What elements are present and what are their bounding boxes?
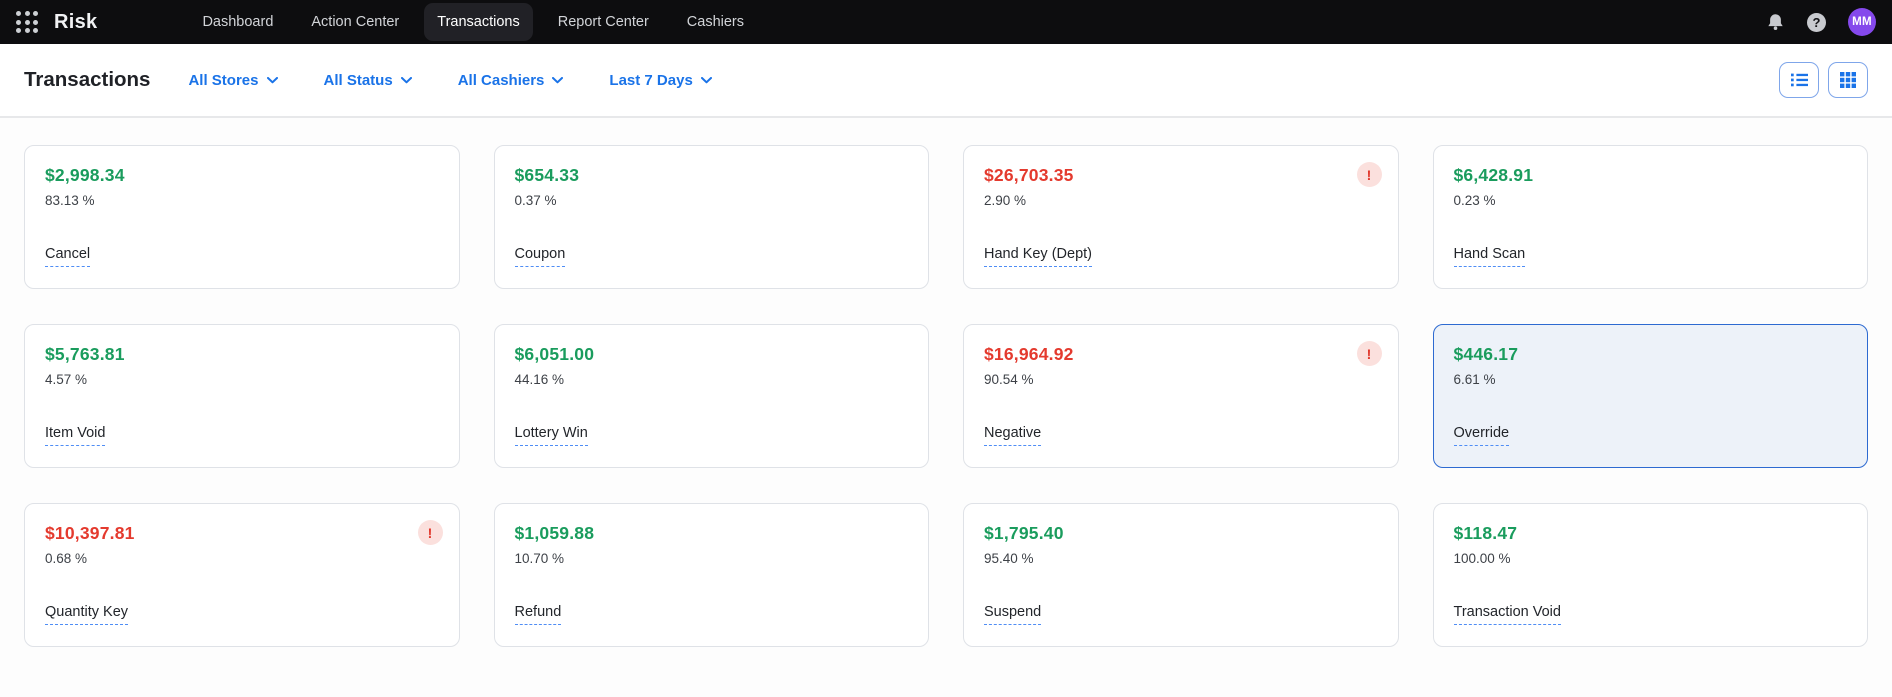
card-label[interactable]: Transaction Void xyxy=(1453,603,1561,625)
chevron-down-icon xyxy=(400,76,412,83)
card-refund[interactable]: $1,059.88 10.70 % Refund xyxy=(493,503,929,647)
nav-item-cashiers[interactable]: Cashiers xyxy=(686,14,745,30)
card-amount: $6,428.91 xyxy=(1453,165,1534,185)
card-label[interactable]: Item Void xyxy=(45,424,106,446)
card-amount: $6,051.00 xyxy=(514,344,595,364)
list-view-icon xyxy=(1790,73,1808,87)
card-label[interactable]: Quantity Key xyxy=(45,603,129,625)
card-percent: 95.40 % xyxy=(984,551,1034,566)
filter-label: All Cashiers xyxy=(457,71,545,89)
card-label[interactable]: Negative xyxy=(984,424,1042,446)
card-amount: $1,795.40 xyxy=(984,523,1064,543)
apps-grid-icon[interactable] xyxy=(12,7,42,37)
nav-item-dashboard[interactable]: Dashboard xyxy=(202,14,274,30)
card-amount: $1,059.88 xyxy=(514,523,595,543)
card-label[interactable]: Cancel xyxy=(45,245,91,267)
card-percent: 2.90 % xyxy=(984,193,1027,208)
card-percent: 10.70 % xyxy=(514,551,565,566)
grid-view-icon xyxy=(1840,72,1856,88)
alert-icon: ! xyxy=(1356,341,1382,366)
main-nav: Dashboard Action Center Transactions Report… xyxy=(189,0,757,44)
card-quantity-key[interactable]: $10,397.81 0.68 % ! Quantity Key xyxy=(24,503,460,647)
filter-dropdown-last-7-days[interactable]: Last 7 Days xyxy=(609,71,712,89)
filter-dropdown-all-cashiers[interactable]: All Cashiers xyxy=(458,72,564,89)
card-percent: 0.37 % xyxy=(514,193,557,208)
page-title: Transactions xyxy=(24,68,151,91)
card-amount: $5,763.81 xyxy=(45,344,125,364)
apps-grid-dots xyxy=(16,11,38,33)
card-amount: $118.47 xyxy=(1453,523,1518,543)
alert-icon: ! xyxy=(417,520,443,545)
card-hand-scan[interactable]: $6,428.91 0.23 % Hand Scan xyxy=(1432,145,1868,289)
top-nav-bar: Risk Dashboard Action Center Transactions R… xyxy=(0,0,1892,44)
card-amount: $26,703.35 xyxy=(984,165,1074,185)
card-amount: $654.33 xyxy=(514,165,580,185)
card-percent: 90.54 % xyxy=(984,372,1034,387)
filter-dropdown-all-stores[interactable]: All Stores xyxy=(188,71,278,89)
card-coupon[interactable]: $654.33 0.37 % Coupon xyxy=(493,145,929,289)
filter-bar: All Stores All Status All Cashiers Last … xyxy=(188,71,712,89)
nav-item-transactions[interactable]: Transactions xyxy=(424,3,533,41)
bell-icon xyxy=(1768,14,1783,31)
transactions-card-grid: $2,998.34 83.13 % Cancel $654.33 0.37 % … xyxy=(24,145,1868,647)
card-label[interactable]: Lottery Win xyxy=(514,424,588,446)
card-label[interactable]: Hand Key (Dept) xyxy=(984,245,1092,267)
card-label[interactable]: Override xyxy=(1453,424,1510,446)
card-percent: 83.13 % xyxy=(45,193,95,208)
card-hand-key-dept[interactable]: $26,703.35 2.90 % ! Hand Key (Dept) xyxy=(963,145,1399,289)
chevron-down-icon xyxy=(266,76,278,83)
card-override[interactable]: $446.17 6.61 % Override xyxy=(1432,324,1868,468)
card-percent: 4.57 % xyxy=(45,372,88,387)
view-toggles xyxy=(1779,62,1868,98)
app-title: Risk xyxy=(54,10,98,33)
card-amount: $446.17 xyxy=(1453,344,1519,364)
alert-icon: ! xyxy=(1356,162,1382,187)
notifications-button[interactable] xyxy=(1766,13,1785,31)
card-item-void[interactable]: $5,763.81 4.57 % Item Void xyxy=(24,324,460,468)
card-negative[interactable]: $16,964.92 90.54 % ! Negative xyxy=(963,324,1399,468)
chevron-down-icon xyxy=(552,76,564,83)
card-amount: $16,964.92 xyxy=(984,344,1074,364)
card-amount: $10,397.81 xyxy=(45,523,135,543)
card-label[interactable]: Coupon xyxy=(514,245,566,267)
card-suspend[interactable]: $1,795.40 95.40 % Suspend xyxy=(963,503,1399,647)
card-percent: 44.16 % xyxy=(514,372,565,387)
card-cancel[interactable]: $2,998.34 83.13 % Cancel xyxy=(24,145,460,289)
list-view-button[interactable] xyxy=(1779,62,1819,98)
main-content: $2,998.34 83.13 % Cancel $654.33 0.37 % … xyxy=(0,118,1892,647)
header-actions: ? MM xyxy=(1766,8,1876,36)
filter-label: All Status xyxy=(323,71,393,89)
question-mark-icon: ? xyxy=(1807,12,1826,32)
card-percent: 6.61 % xyxy=(1453,372,1496,387)
filter-dropdown-all-status[interactable]: All Status xyxy=(324,72,412,89)
card-transaction-void[interactable]: $118.47 100.00 % Transaction Void xyxy=(1432,503,1868,647)
avatar[interactable]: MM xyxy=(1848,8,1876,36)
toolbar: Transactions All Stores All Status All C… xyxy=(0,44,1892,118)
chevron-down-icon xyxy=(700,76,712,83)
nav-item-report-center[interactable]: Report Center xyxy=(557,14,649,30)
card-label[interactable]: Suspend xyxy=(984,603,1042,625)
grid-view-button[interactable] xyxy=(1828,62,1868,98)
card-label[interactable]: Hand Scan xyxy=(1453,245,1526,267)
nav-item-action-center[interactable]: Action Center xyxy=(311,14,400,30)
card-lottery-win[interactable]: $6,051.00 44.16 % Lottery Win xyxy=(493,324,929,468)
card-percent: 100.00 % xyxy=(1453,551,1511,566)
filter-label: Last 7 Days xyxy=(609,71,693,89)
card-label[interactable]: Refund xyxy=(514,603,562,625)
filter-label: All Stores xyxy=(188,71,259,89)
card-percent: 0.68 % xyxy=(45,551,88,566)
card-percent: 0.23 % xyxy=(1453,193,1496,208)
card-amount: $2,998.34 xyxy=(45,165,125,185)
help-button[interactable]: ? xyxy=(1807,12,1826,32)
